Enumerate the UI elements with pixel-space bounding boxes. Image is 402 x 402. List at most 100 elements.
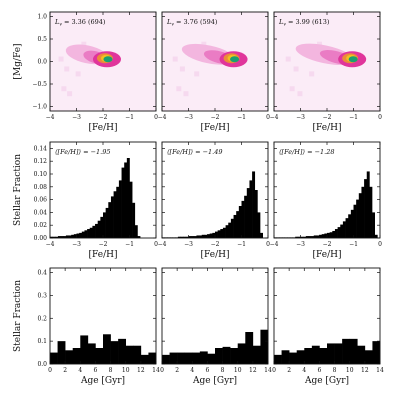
histogram-bar [316, 235, 320, 238]
panel-annotation: ⟨[Fe/H]⟩ = −1.49 [167, 148, 223, 156]
density-cell [285, 56, 291, 62]
histogram-bar [228, 222, 232, 238]
histogram-bar [57, 236, 61, 238]
x-axis-title: Age [Gyr] [192, 376, 237, 386]
histogram-bar [188, 236, 192, 238]
histogram-bar [236, 211, 240, 238]
y-tick-label: 0.0 [37, 361, 47, 368]
histogram-bar [76, 233, 80, 238]
histogram-bar [319, 348, 328, 364]
panel-annotation: Lv = 3.99 (613) [278, 18, 330, 28]
histogram-bar [215, 231, 218, 238]
histogram-bar [369, 186, 373, 238]
histogram-bar [249, 180, 253, 238]
histogram-bar [133, 345, 142, 364]
x-tick-label: −2 [99, 114, 108, 121]
histogram-bar [140, 354, 149, 364]
histogram-bar [65, 235, 69, 238]
x-tick-label: 0 [378, 241, 382, 248]
density-cell [172, 56, 178, 62]
histogram-bar [303, 236, 307, 238]
density-peak [103, 56, 113, 63]
histogram-bar [220, 229, 224, 238]
histogram-bar [209, 233, 213, 238]
histogram-bar [245, 332, 254, 364]
x-axis-title: [Fe/H] [201, 123, 230, 133]
density-cell [289, 86, 295, 92]
histogram-bar [57, 341, 66, 364]
x-tick-label: 14 [152, 367, 160, 374]
x-tick-label: −1 [125, 114, 134, 121]
x-tick-label: −1 [125, 241, 134, 248]
histogram-bar [311, 345, 320, 364]
density-peak [348, 56, 358, 63]
y-tick-label: 0.08 [34, 184, 48, 191]
histogram-bar [230, 348, 239, 364]
x-tick-label: 0 [154, 114, 158, 121]
x-tick-label: −2 [211, 114, 220, 121]
density-cell [176, 86, 182, 92]
histogram-bar [192, 352, 201, 364]
x-tick-label: −3 [296, 114, 305, 121]
histogram-bar [364, 179, 368, 238]
x-axis-title: [Fe/H] [313, 123, 342, 133]
histogram-bar [345, 218, 349, 238]
x-tick-label: 12 [137, 367, 145, 374]
x-axis-title: [Fe/H] [201, 250, 230, 260]
panel-annotation: Lv = 3.36 (694) [54, 18, 106, 28]
x-tick-label: 10 [234, 367, 242, 374]
x-tick-label: −4 [46, 241, 55, 248]
histogram-bar [329, 232, 333, 238]
x-tick-label: 14 [264, 367, 272, 374]
histogram-bar [296, 350, 305, 364]
histogram-bar [372, 212, 375, 238]
histogram-bar [105, 207, 109, 238]
histogram-bar [193, 236, 197, 238]
histogram-bar [180, 236, 184, 238]
histogram-bar [110, 341, 119, 364]
x-tick-label: 2 [175, 367, 179, 374]
x-tick-label: −4 [46, 114, 55, 121]
histogram-bar [118, 180, 122, 238]
y-tick-label: 0.04 [34, 209, 48, 216]
x-tick-label: −3 [296, 241, 305, 248]
x-tick-label: −2 [323, 114, 332, 121]
histogram-bar [308, 236, 312, 238]
histogram-bar [124, 162, 128, 238]
histogram-bar [50, 352, 58, 364]
histogram-bar [297, 236, 301, 238]
histogram-bar [87, 343, 96, 364]
histogram-bar [177, 352, 186, 364]
x-tick-label: 12 [249, 367, 257, 374]
histogram-bar [281, 350, 290, 364]
histogram-bar [79, 232, 83, 238]
x-tick-label: −2 [211, 241, 220, 248]
x-tick-label: −1 [349, 241, 358, 248]
histogram-bar [237, 343, 246, 364]
x-tick-label: −3 [184, 241, 193, 248]
histogram-bar [342, 221, 346, 238]
x-tick-label: 8 [109, 367, 113, 374]
histogram-bar [313, 235, 317, 238]
y-tick-label: 0.00 [34, 235, 48, 242]
histogram-bar [207, 353, 216, 364]
density-cell [64, 66, 70, 72]
y-tick-label: −0.5 [32, 81, 47, 88]
histogram-bar [81, 231, 85, 238]
y-tick-label: −1.0 [32, 104, 47, 111]
histogram-bar [289, 352, 298, 364]
y-tick-label: 0.4 [37, 270, 47, 277]
panel-annotation: Lv = 3.76 (594) [166, 18, 218, 28]
histogram-bar [65, 350, 74, 364]
panel-0-1: −4 −3 −2 −1 0 [Fe/H] Lv = 3.76 (594) [158, 11, 270, 133]
histogram-bar [68, 235, 72, 238]
histogram-bar [222, 227, 226, 238]
histogram-bar [300, 236, 304, 238]
panel-annotation: ⟨[Fe/H]⟩ = −1.28 [279, 148, 335, 156]
histogram-bar [319, 234, 322, 238]
density-cell [201, 41, 207, 47]
density-cell [81, 41, 87, 47]
histogram-bar [162, 354, 170, 364]
histogram-bar [121, 167, 125, 238]
histogram-bar [80, 335, 89, 364]
